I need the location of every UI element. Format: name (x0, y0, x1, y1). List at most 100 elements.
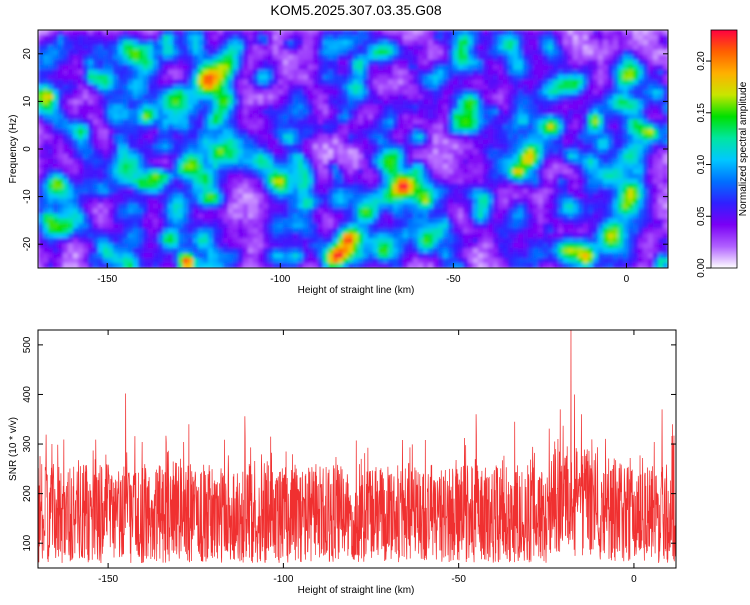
heatmap-cell (303, 54, 309, 61)
heatmap-cell (533, 94, 539, 101)
heatmap-cell (63, 139, 69, 145)
heatmap-cell (123, 84, 129, 91)
heatmap-cell (103, 134, 109, 140)
heatmap-cell (343, 114, 349, 120)
heatmap-cell (203, 168, 209, 175)
heatmap-cell (233, 69, 239, 76)
heatmap-cell (333, 129, 339, 135)
heatmap-cell (228, 124, 234, 130)
heatmap-cell (388, 34, 394, 41)
heatmap-cell (108, 168, 114, 175)
heatmap-cell (408, 99, 414, 105)
heatmap-cell (538, 69, 544, 76)
heatmap-cell (208, 213, 214, 220)
heatmap-cell (328, 134, 334, 140)
heatmap-cell (643, 124, 649, 130)
heatmap-cell (173, 153, 179, 160)
heatmap-cell (223, 114, 229, 120)
heatmap-cell (288, 49, 294, 56)
heatmap-cell (343, 30, 349, 36)
heatmap-cell (593, 99, 599, 105)
heatmap-cell (233, 49, 239, 56)
heatmap-cell (553, 39, 559, 46)
heatmap-cell (308, 109, 314, 115)
heatmap-cell (168, 198, 174, 205)
heatmap-cell (278, 158, 284, 165)
heatmap-cell (568, 163, 574, 170)
heatmap-cell (488, 84, 494, 91)
heatmap-cell (138, 198, 144, 205)
heatmap-cell (173, 173, 179, 180)
heatmap-cell (348, 79, 354, 86)
heatmap-cell (43, 54, 49, 61)
heatmap-cell (113, 203, 119, 210)
heatmap-cell (553, 64, 559, 71)
heatmap-cell (248, 124, 254, 130)
heatmap-cell (258, 114, 264, 120)
heatmap-cell (58, 104, 64, 110)
heatmap-cell (88, 54, 94, 61)
heatmap-cell (548, 134, 554, 140)
heatmap-cell (38, 89, 44, 96)
heatmap-cell (233, 39, 239, 46)
heatmap-cell (218, 114, 224, 120)
heatmap-cell (333, 178, 339, 185)
heatmap-cell (493, 79, 499, 86)
heatmap-cell (468, 149, 474, 155)
heatmap-cell (38, 124, 44, 130)
heatmap-cell (558, 213, 564, 220)
heatmap-cell (333, 54, 339, 61)
heatmap-cell (393, 158, 399, 165)
heatmap-cell (78, 188, 84, 195)
heatmap-cell (353, 218, 359, 224)
heatmap-cell (133, 109, 139, 115)
heatmap-cell (583, 94, 589, 101)
heatmap-cell (623, 134, 629, 140)
heatmap-cell (408, 79, 414, 86)
heatmap-cell (43, 94, 49, 101)
heatmap-cell (248, 168, 254, 175)
heatmap-cell (158, 203, 164, 210)
heatmap-cell (98, 203, 104, 210)
heatmap-cell (463, 94, 469, 101)
heatmap-cell (418, 129, 424, 135)
heatmap-cell (433, 139, 439, 145)
heatmap-cell (603, 39, 609, 46)
heatmap-cell (143, 49, 149, 56)
heatmap-cell (408, 218, 414, 224)
heatmap-cell (448, 149, 454, 155)
heatmap-cell (548, 69, 554, 76)
heatmap-cell (58, 203, 64, 210)
heatmap-cell (598, 79, 604, 86)
heatmap-cell (558, 74, 564, 81)
heatmap-cell (473, 149, 479, 155)
heatmap-cell (383, 99, 389, 105)
heatmap-cell (488, 109, 494, 115)
heatmap-cell (308, 84, 314, 91)
heatmap-cell (203, 183, 209, 190)
heatmap-cell (623, 44, 629, 51)
heatmap-cell (388, 183, 394, 190)
heatmap-cell (423, 89, 429, 96)
heatmap-cell (158, 124, 164, 130)
heatmap-cell (628, 178, 634, 185)
heatmap-cell (188, 163, 194, 170)
heatmap-cell (198, 223, 204, 229)
heatmap-cell (298, 178, 304, 185)
heatmap-cell (483, 64, 489, 71)
heatmap-cell (343, 124, 349, 130)
heatmap-cell (313, 213, 319, 220)
heatmap-cell (113, 99, 119, 105)
heatmap-cell (618, 193, 624, 200)
heatmap-cell (543, 198, 549, 205)
heatmap-cell (328, 44, 334, 51)
heatmap-cell (593, 173, 599, 180)
heatmap-cell (208, 129, 214, 135)
heatmap-cell (133, 84, 139, 91)
heatmap-cell (88, 213, 94, 220)
heatmap-cell (428, 188, 434, 195)
heatmap-cell (43, 59, 49, 66)
heatmap-cell (353, 119, 359, 125)
heatmap-cell (333, 34, 339, 41)
heatmap-cell (288, 84, 294, 91)
